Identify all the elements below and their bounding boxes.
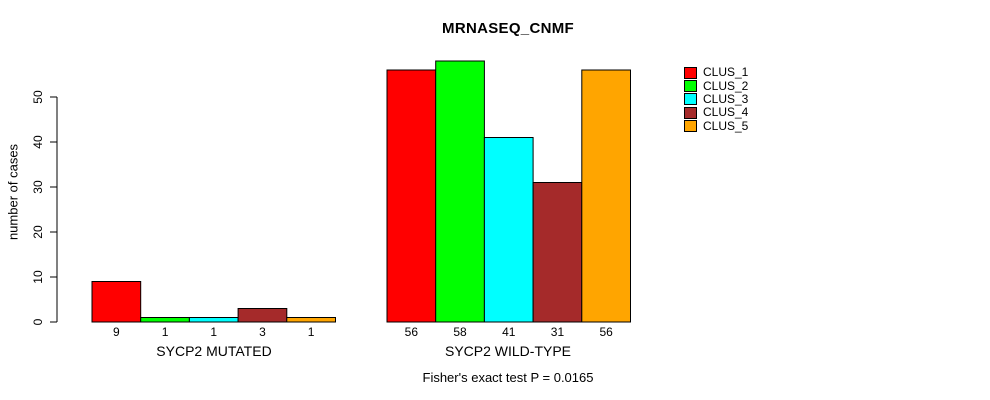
bar-value-label: 31 (551, 325, 565, 339)
y-tick-label: 30 (31, 180, 45, 194)
y-tick-label: 20 (31, 225, 45, 239)
legend-label: CLUS_4 (703, 105, 749, 120)
legend-label: CLUS_3 (703, 91, 749, 106)
x-group-label-mutated: SYCP2 MUTATED (156, 343, 272, 359)
legend-label: CLUS_5 (703, 118, 749, 133)
y-tick-label: 40 (31, 135, 45, 149)
bar-value-label: 3 (259, 325, 266, 339)
bar-clus_5-group1 (581, 69, 631, 323)
bar-clus_1-group1 (386, 69, 437, 323)
bar-clus_3-group1 (483, 137, 534, 323)
legend-swatch-icon (684, 80, 697, 93)
legend-item-clus_5: CLUS_5 (684, 118, 749, 133)
bar-clus_2-group0 (140, 317, 190, 323)
legend-item-clus_2: CLUS_2 (684, 78, 749, 93)
legend-label: CLUS_1 (703, 65, 749, 80)
bar-clus_5-group0 (286, 317, 336, 323)
bar-value-label: 1 (210, 325, 217, 339)
bar-value-label: 1 (308, 325, 315, 339)
legend: CLUS_1 CLUS_2 CLUS_3 CLUS_4 CLUS_5 (684, 66, 748, 133)
legend-swatch-icon (684, 66, 697, 79)
bar-value-label: 56 (599, 325, 613, 339)
legend-label: CLUS_2 (703, 78, 749, 93)
y-tick-label: 50 (31, 90, 45, 104)
legend-item-clus_4: CLUS_4 (684, 106, 748, 119)
bar-value-label: 58 (453, 325, 467, 339)
legend-swatch-icon (684, 120, 697, 133)
x-group-label-wildtype: SYCP2 WILD-TYPE (444, 343, 572, 359)
bar-clus_2-group1 (435, 60, 485, 323)
legend-item-clus_3: CLUS_3 (684, 91, 749, 106)
bar-clus_3-group0 (188, 317, 239, 323)
legend-item-clus_1: CLUS_1 (684, 66, 748, 79)
bar-clus_1-group0 (91, 281, 142, 323)
legend-swatch-icon (684, 93, 697, 106)
bar-value-label: 56 (405, 325, 419, 339)
bar-value-label: 1 (162, 325, 169, 339)
bar-value-label: 9 (113, 325, 120, 339)
bar-clus_4-group1 (532, 182, 583, 323)
bar-clus_4-group0 (237, 308, 288, 323)
chart-title: MRNASEQ_CNMF (442, 20, 574, 37)
stat-annotation: Fisher's exact test P = 0.0165 (422, 370, 594, 385)
bar-value-label: 41 (502, 325, 516, 339)
y-tick-label: 10 (31, 270, 45, 284)
y-tick-label: 0 (31, 318, 45, 325)
legend-swatch-icon (684, 106, 697, 119)
